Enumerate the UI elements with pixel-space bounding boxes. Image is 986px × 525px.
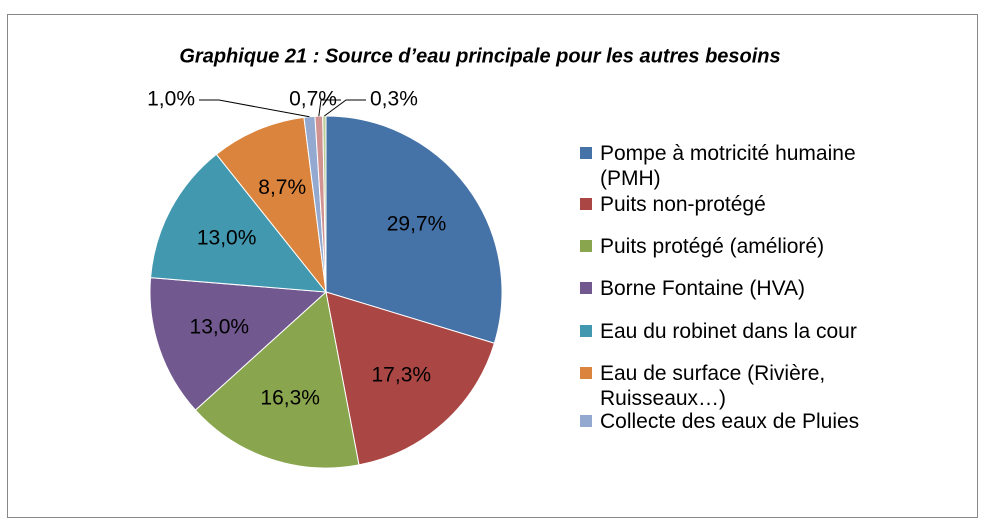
- legend-swatch: [580, 415, 592, 427]
- legend-label: Eau de surface (Rivière, Ruisseaux…): [600, 362, 826, 410]
- legend-swatch: [580, 325, 592, 337]
- legend-item: Borne Fontaine (HVA): [580, 276, 900, 301]
- leader-line: [318, 99, 341, 117]
- pie-slice: [325, 291, 496, 466]
- data-label: 0,7%: [289, 88, 337, 111]
- data-label: 13,0%: [190, 316, 250, 339]
- legend-swatch: [580, 198, 592, 210]
- leader-line: [324, 99, 366, 117]
- data-label: 13,0%: [197, 227, 257, 250]
- legend-label: Pompe à motricité humaine (PMH): [600, 142, 856, 190]
- legend-item: Collecte des eaux de Pluies: [580, 409, 900, 434]
- pie-slice: [150, 153, 328, 293]
- legend-item: Puits non-protégé: [580, 192, 900, 217]
- data-label: 8,7%: [258, 176, 306, 199]
- pie-slice: [215, 116, 327, 294]
- legend-item: Puits protégé (amélioré): [580, 234, 900, 259]
- data-label: 17,3%: [372, 363, 432, 386]
- data-label: 0,3%: [370, 88, 418, 111]
- leader-line: [199, 99, 310, 118]
- legend-swatch: [580, 147, 592, 159]
- legend-swatch: [580, 282, 592, 294]
- pie-slice: [194, 291, 360, 469]
- legend-item: Eau de surface (Rivière, Ruisseaux…): [580, 361, 900, 411]
- data-label: 1,0%: [147, 88, 195, 111]
- chart-title: Graphique 21 : Source d’eau principale p…: [179, 45, 780, 67]
- legend-swatch: [580, 240, 592, 252]
- legend-label: Eau du robinet dans la cour: [600, 320, 857, 343]
- legend-item: Eau du robinet dans la cour: [580, 319, 900, 344]
- legend-swatch: [580, 367, 592, 379]
- pie-slice: [149, 277, 328, 411]
- legend-label: Puits protégé (amélioré): [600, 235, 825, 258]
- legend-label: Borne Fontaine (HVA): [600, 277, 806, 300]
- data-label: 29,7%: [387, 212, 447, 235]
- pie-slice: [325, 115, 503, 344]
- legend-label: Collecte des eaux de Pluies: [600, 410, 860, 433]
- legend-label: Puits non-protégé: [600, 193, 766, 216]
- legend-item: Pompe à motricité humaine (PMH): [580, 141, 900, 191]
- data-label: 16,3%: [260, 386, 320, 409]
